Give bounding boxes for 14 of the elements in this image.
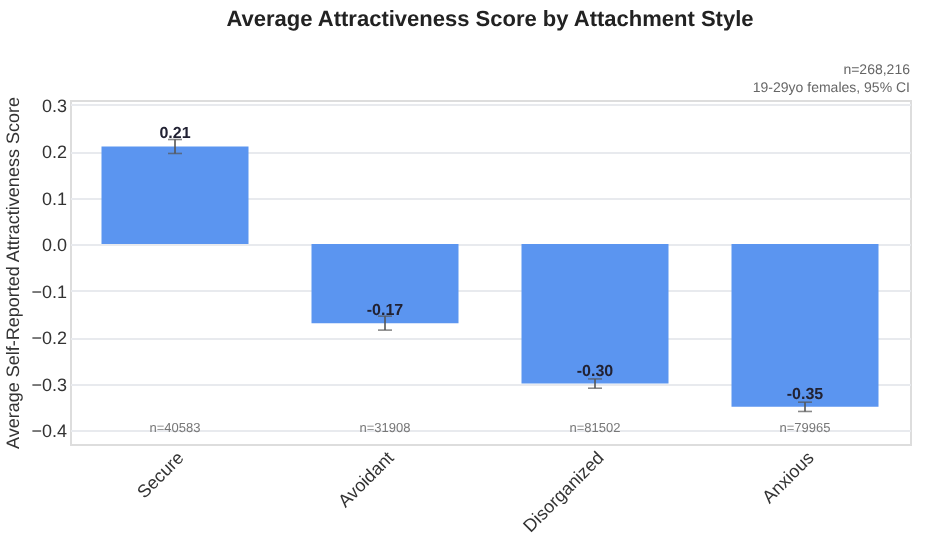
y-tick-label: −0.4	[31, 421, 67, 442]
data-label: -0.30	[576, 361, 615, 380]
data-label: -0.17	[366, 301, 405, 320]
y-tick-label: 0.0	[41, 235, 67, 256]
y-tick-label: −0.2	[31, 328, 67, 349]
y-tick-label: −0.1	[31, 281, 67, 302]
y-axis-title: Average Self-Reported Attractiveness Score	[3, 97, 24, 449]
y-tick-label: 0.2	[41, 142, 67, 163]
y-tick-label: −0.3	[31, 374, 67, 395]
y-tick-label: 0.3	[41, 95, 67, 116]
data-label: 0.21	[159, 124, 192, 143]
y-tick-label: 0.1	[41, 188, 67, 209]
chart-title: Average Attractiveness Score by Attachment Style	[226, 8, 754, 32]
data-label: -0.35	[786, 384, 825, 403]
